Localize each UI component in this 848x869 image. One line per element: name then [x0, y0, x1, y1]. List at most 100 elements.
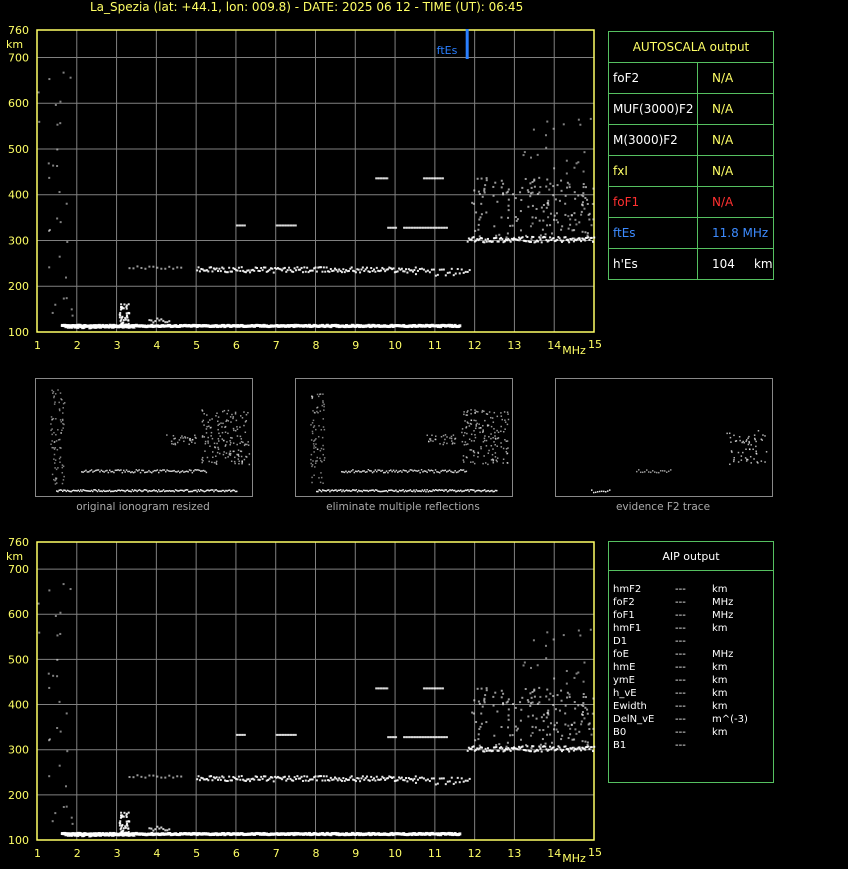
echo-point	[542, 203, 545, 206]
echo-point	[260, 775, 263, 778]
echo-point	[304, 270, 307, 273]
echo-point	[204, 778, 207, 781]
echo-point	[235, 269, 238, 272]
echo-point	[747, 458, 749, 461]
echo-point	[493, 441, 495, 443]
echo-point	[738, 436, 741, 438]
echo-point	[202, 459, 204, 462]
echo-point	[57, 389, 59, 391]
echo-point	[245, 455, 247, 458]
echo-point	[652, 470, 654, 472]
echo-point	[386, 777, 389, 780]
echo-point	[488, 490, 491, 493]
x-tick-label: 9	[352, 339, 359, 352]
echo-point	[446, 271, 449, 274]
echo-point	[365, 489, 367, 492]
echo-point	[497, 749, 500, 752]
echo-point	[59, 730, 62, 733]
echo-point	[288, 266, 291, 269]
thumbnail-eliminate-multiple	[295, 378, 513, 497]
echo-point	[432, 687, 435, 690]
echo-point	[590, 236, 593, 239]
echo-point	[541, 738, 544, 741]
echo-point	[489, 749, 492, 752]
echo-point	[519, 701, 522, 704]
echo-point	[384, 270, 387, 273]
echo-point	[350, 490, 353, 492]
echo-point	[140, 266, 143, 269]
echo-point	[519, 210, 522, 213]
echo-point	[473, 240, 476, 243]
echo-point	[51, 446, 53, 449]
echo-point	[413, 777, 416, 780]
echo-point	[374, 779, 377, 782]
echo-point	[506, 423, 509, 426]
echo-point	[385, 268, 388, 271]
echo-point	[72, 489, 75, 492]
echo-point	[183, 440, 185, 443]
echo-point	[509, 224, 512, 227]
echo-point	[224, 426, 226, 429]
echo-point	[483, 439, 486, 442]
echo-point	[505, 448, 508, 450]
echo-point	[313, 445, 315, 447]
autoscala-value: N/A	[712, 102, 734, 116]
thumbnail-caption: eliminate multiple reflections	[326, 501, 480, 513]
echo-point	[576, 238, 579, 241]
echo-point	[225, 489, 227, 492]
echo-point	[582, 170, 585, 173]
echo-point	[434, 783, 437, 786]
echo-point	[539, 747, 542, 750]
echo-point	[549, 745, 552, 748]
echo-point	[68, 832, 72, 835]
echo-point	[83, 470, 86, 473]
echo-point	[487, 452, 490, 454]
echo-point	[409, 489, 412, 491]
echo-point	[586, 234, 589, 237]
echo-point	[745, 460, 748, 462]
echo-point	[102, 470, 104, 473]
echo-point	[196, 490, 198, 493]
echo-point	[586, 708, 589, 711]
echo-point	[247, 411, 249, 414]
autoscala-row: foF2 N/A	[609, 63, 773, 94]
echo-point	[130, 471, 132, 474]
echo-point	[383, 177, 386, 180]
echo-point	[227, 432, 229, 435]
echo-point	[367, 490, 370, 493]
echo-point	[275, 733, 278, 736]
y-tick-label: 600	[8, 608, 29, 621]
echo-point	[496, 489, 498, 492]
echo-point	[445, 736, 448, 739]
echo-point	[494, 452, 497, 454]
echo-point	[448, 271, 451, 274]
echo-point	[285, 779, 288, 782]
echo-point	[564, 712, 567, 715]
echo-point	[476, 489, 479, 492]
echo-point	[761, 439, 763, 441]
echo-point	[334, 489, 336, 492]
echo-point	[582, 195, 585, 198]
echo-point	[410, 778, 413, 781]
echo-point	[591, 202, 594, 205]
echo-point	[393, 780, 396, 783]
echo-point	[88, 490, 90, 492]
echo-point	[63, 325, 67, 328]
echo-point	[54, 477, 57, 479]
echo-point	[469, 449, 471, 451]
echo-point	[370, 470, 372, 472]
echo-point	[359, 780, 362, 783]
echo-point	[479, 746, 482, 749]
echo-point	[452, 434, 455, 436]
echo-point	[442, 489, 444, 491]
echo-point	[52, 447, 55, 449]
echo-point	[114, 469, 117, 472]
echo-point	[353, 779, 356, 782]
echo-point	[110, 470, 112, 473]
echo-point	[573, 212, 576, 215]
echo-point	[448, 469, 451, 472]
echo-point	[464, 441, 467, 443]
echo-point	[253, 269, 256, 272]
echo-point	[395, 226, 398, 229]
